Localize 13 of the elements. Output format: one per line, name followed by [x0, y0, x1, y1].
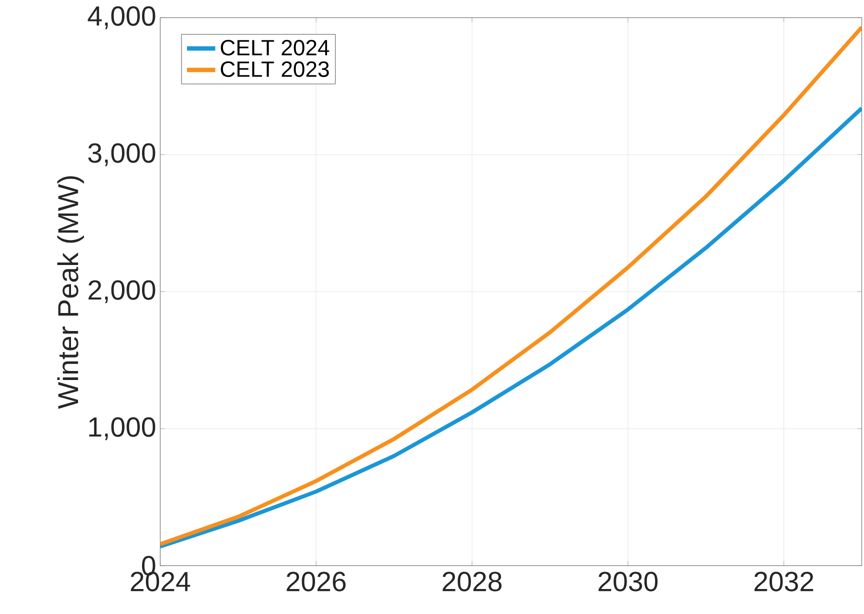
- y-axis-title: Winter Peak (MW): [57, 176, 84, 409]
- y-tick-label: 1,000: [89, 417, 156, 440]
- y-tick-label: 2,000: [88, 280, 156, 303]
- y-tick-label: 3,000: [88, 143, 156, 166]
- x-tick-label: 2032: [754, 572, 814, 592]
- legend-label: CELT 2024: [220, 40, 330, 56]
- line-series: [160, 25, 862, 546]
- line-series: [160, 106, 862, 548]
- x-tick-label: 2028: [442, 572, 502, 592]
- y-tick-label: 4,000: [88, 6, 156, 29]
- x-tick-label: 2026: [286, 572, 346, 592]
- x-tick-label: 2030: [598, 572, 658, 592]
- legend-label: CELT 2023: [220, 61, 329, 77]
